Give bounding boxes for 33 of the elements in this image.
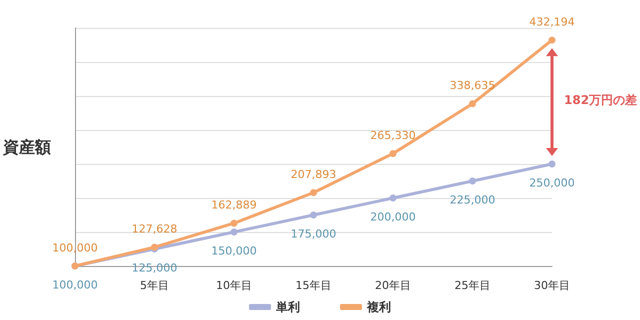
data-label: 162,889	[211, 198, 257, 212]
data-label: 127,628	[132, 222, 178, 236]
data-label: 338,635	[450, 79, 496, 92]
data-label: 175,000	[290, 228, 336, 240]
data-label: 100,000	[52, 278, 98, 292]
x-tick-label: 25年目	[454, 279, 490, 292]
y-axis-title: 資産額	[2, 138, 51, 156]
x-tick-label: 20年目	[375, 279, 411, 292]
x-tick-label: 30年目	[534, 279, 570, 292]
x-tick-label: 15年目	[296, 279, 332, 292]
point	[548, 36, 556, 44]
point	[230, 220, 238, 227]
text: 182万円の差	[564, 93, 638, 108]
data-label: 100,000	[52, 242, 98, 254]
point	[230, 228, 238, 236]
point	[390, 194, 396, 202]
point	[310, 212, 317, 218]
data-label: 432,194	[529, 16, 575, 29]
data-label: 150,000	[211, 244, 257, 258]
legend-label: 単利	[275, 300, 300, 314]
point	[469, 178, 476, 184]
data-label: 225,000	[450, 194, 496, 206]
data-label: 200,000	[370, 210, 416, 224]
point	[469, 100, 476, 108]
data-label: 250,000	[529, 176, 575, 190]
data-label: 207,893	[290, 168, 336, 182]
point	[548, 160, 556, 168]
x-tick-label: 10年目	[216, 279, 252, 292]
data-label: 265,330	[370, 129, 416, 142]
legend-label: 複利	[366, 300, 391, 314]
point	[310, 189, 317, 196]
point	[390, 150, 396, 158]
x-tick-label: 5年目	[140, 279, 169, 292]
